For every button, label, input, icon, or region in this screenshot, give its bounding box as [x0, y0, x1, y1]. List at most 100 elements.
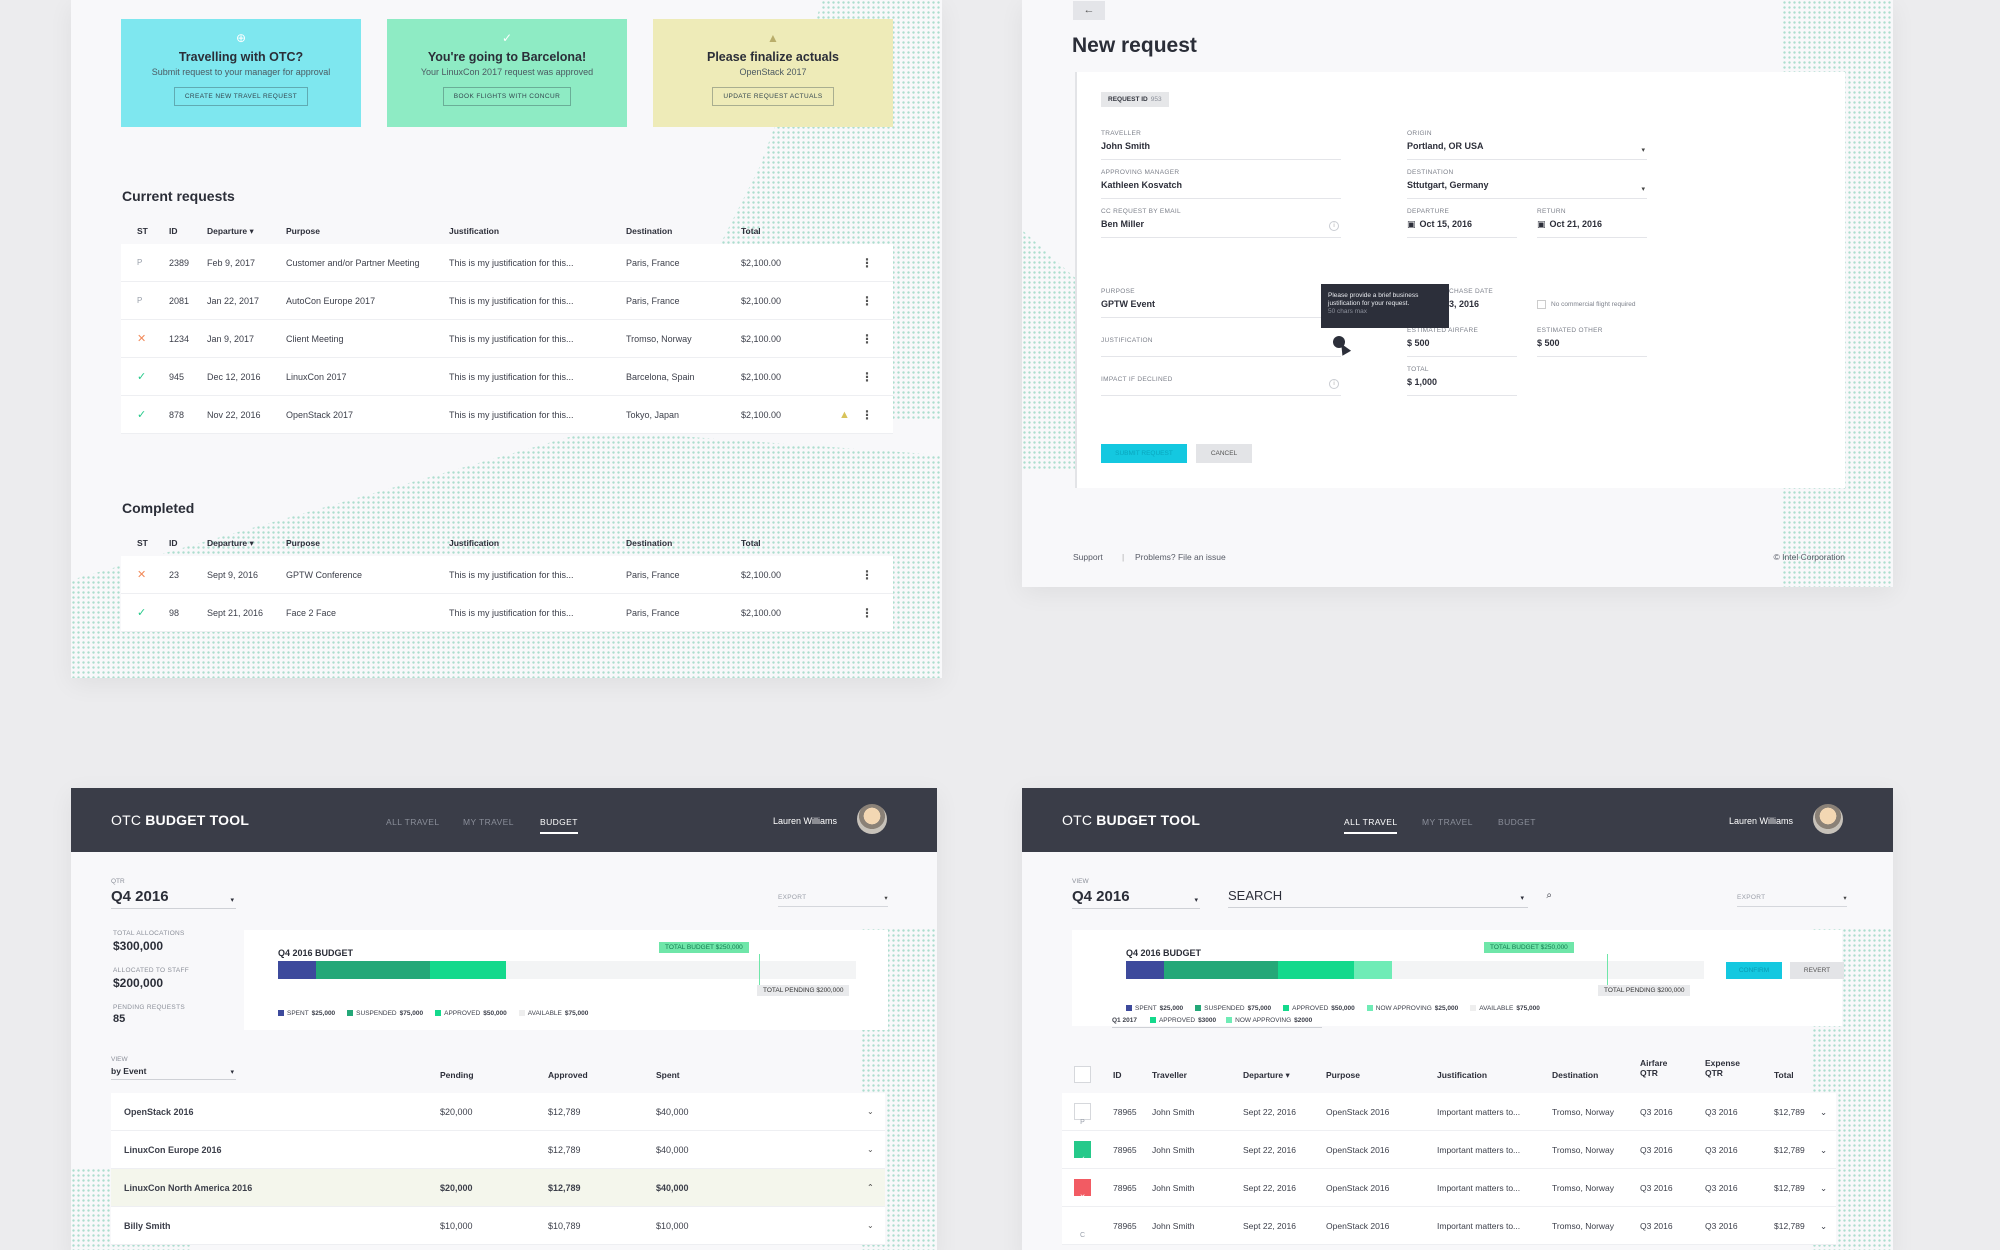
more-options-icon[interactable]: ⋮: [861, 606, 873, 620]
no-flight-checkbox[interactable]: No commercial flight required: [1537, 300, 1636, 309]
info-icon[interactable]: i: [1329, 221, 1339, 231]
column-destination[interactable]: Destination: [1552, 1070, 1599, 1080]
column-id[interactable]: ID: [169, 538, 178, 548]
column-airfare-qtr[interactable]: Airfare QTR: [1640, 1058, 1668, 1079]
column-total[interactable]: Total: [741, 538, 761, 548]
chevron-down-icon[interactable]: ⌄: [867, 1145, 874, 1154]
travel-row[interactable]: C 78965 John Smith Sept 22, 2016 OpenStack 2…: [1062, 1207, 1836, 1245]
table-row[interactable]: P 2389 Feb 9, 2017 Customer and/or Partner …: [121, 244, 893, 282]
nav-budget[interactable]: BUDGET: [540, 817, 578, 834]
chevron-up-icon[interactable]: ⌃: [867, 1183, 874, 1192]
chevron-down-icon[interactable]: ⌄: [1820, 1183, 1828, 1193]
export-select[interactable]: EXPORT ▾: [1737, 894, 1847, 907]
more-options-icon[interactable]: ⋮: [861, 568, 873, 582]
column-destination[interactable]: Destination: [626, 226, 673, 236]
status-checkbox[interactable]: ✓: [1074, 1141, 1091, 1163]
nav-budget[interactable]: BUDGET: [1498, 817, 1536, 827]
subtab-item[interactable]: NOW APPROVING $2000: [1226, 1017, 1312, 1024]
cc-email-field[interactable]: CC REQUEST BY EMAIL Ben Miller i: [1101, 208, 1341, 238]
chevron-down-icon[interactable]: ⌄: [867, 1221, 874, 1230]
user-name[interactable]: Lauren Williams: [772, 816, 837, 826]
more-options-icon[interactable]: ⋮: [861, 256, 873, 270]
view-select[interactable]: VIEW by Event ▾: [111, 1056, 236, 1080]
nav-my-travel[interactable]: MY TRAVEL: [463, 817, 514, 827]
table-row[interactable]: ✕ 1234 Jan 9, 2017 Client Meeting This is my…: [121, 320, 893, 358]
card-action-button[interactable]: BOOK FLIGHTS WITH CONCUR: [442, 87, 572, 106]
chevron-down-icon[interactable]: ⌄: [867, 1107, 874, 1116]
column-spent[interactable]: Spent: [656, 1070, 680, 1080]
status-checkbox[interactable]: P: [1074, 1103, 1091, 1126]
column-departure[interactable]: Departure ▾: [1243, 1070, 1290, 1080]
estimated-other-field[interactable]: ESTIMATED OTHER $ 500: [1537, 327, 1647, 357]
submit-request-button[interactable]: SUBMIT REQUEST: [1101, 444, 1187, 463]
search-input[interactable]: SEARCH ▾ ⌕: [1228, 888, 1552, 908]
column-purpose[interactable]: Purpose: [1326, 1070, 1361, 1080]
column-st[interactable]: ST: [137, 538, 148, 548]
more-options-icon[interactable]: ⋮: [861, 332, 873, 346]
avatar[interactable]: [857, 804, 887, 834]
subtab-item[interactable]: APPROVED $3000: [1149, 1017, 1216, 1024]
column-pending[interactable]: Pending: [440, 1070, 474, 1080]
select-all-checkbox[interactable]: [1074, 1066, 1091, 1083]
back-button[interactable]: ←: [1073, 1, 1105, 20]
nav-all-travel[interactable]: ALL TRAVEL: [1344, 817, 1398, 834]
column-id[interactable]: ID: [169, 226, 178, 236]
more-options-icon[interactable]: ⋮: [861, 370, 873, 384]
search-icon[interactable]: ⌕: [1546, 890, 1552, 901]
purpose-field[interactable]: PURPOSE GPTW Event: [1101, 288, 1341, 318]
chevron-down-icon[interactable]: ⌄: [1820, 1107, 1828, 1117]
column-purpose[interactable]: Purpose: [286, 538, 321, 548]
more-options-icon[interactable]: ⋮: [861, 294, 873, 308]
card-action-button[interactable]: UPDATE REQUEST ACTUALS: [712, 87, 834, 106]
revert-button[interactable]: REVERT: [1790, 962, 1844, 979]
column-justification[interactable]: Justification: [449, 538, 500, 548]
traveller-field[interactable]: TRAVELLER John Smith: [1101, 130, 1341, 160]
cancel-button[interactable]: CANCEL: [1196, 444, 1252, 463]
table-row[interactable]: ✓ 98 Sept 21, 2016 Face 2 Face This is my ju…: [121, 594, 893, 632]
return-date-field[interactable]: RETURN ▣ Oct 21, 2016: [1537, 208, 1647, 238]
nav-my-travel[interactable]: MY TRAVEL: [1422, 817, 1473, 827]
approving-manager-field[interactable]: APPROVING MANAGER Kathleen Kosvatch: [1101, 169, 1341, 199]
column-justification[interactable]: Justification: [1437, 1070, 1488, 1080]
status-checkbox[interactable]: ✕: [1074, 1179, 1091, 1201]
impact-field[interactable]: IMPACT IF DECLINED i: [1101, 366, 1341, 396]
chevron-down-icon[interactable]: ⌄: [1820, 1145, 1828, 1155]
column-destination[interactable]: Destination: [626, 538, 673, 548]
justification-field[interactable]: JUSTIFICATION: [1101, 327, 1341, 357]
column-total[interactable]: Total: [1774, 1070, 1794, 1080]
avatar[interactable]: [1813, 804, 1843, 834]
purchase-date-field[interactable]: CHASE DATE 3, 2016: [1407, 288, 1517, 318]
column-st[interactable]: ST: [137, 226, 148, 236]
view-select[interactable]: VIEW Q4 2016 ▾: [1072, 878, 1200, 909]
user-name[interactable]: Lauren Williams: [1728, 816, 1793, 826]
status-checkbox[interactable]: C: [1079, 1232, 1086, 1239]
file-issue-link[interactable]: Problems? File an issue: [1135, 552, 1226, 562]
chevron-down-icon[interactable]: ⌄: [1820, 1221, 1828, 1231]
travel-row[interactable]: ✓ 78965 John Smith Sept 22, 2016 OpenStack 2…: [1062, 1131, 1836, 1169]
info-icon[interactable]: i: [1329, 379, 1339, 389]
export-select[interactable]: EXPORT ▾: [778, 894, 888, 907]
column-expense-qtr[interactable]: Expense QTR: [1705, 1058, 1740, 1079]
info-icon[interactable]: [1333, 336, 1345, 348]
travel-row[interactable]: ✕ 78965 John Smith Sept 22, 2016 OpenStack 2…: [1062, 1169, 1836, 1207]
card-action-button[interactable]: CREATE NEW TRAVEL REQUEST: [173, 87, 309, 106]
event-row[interactable]: Billy Smith $10,000 $10,789 $10,000 ⌄: [111, 1207, 885, 1245]
column-traveller[interactable]: Traveller: [1152, 1070, 1187, 1080]
column-justification[interactable]: Justification: [449, 226, 500, 236]
table-row[interactable]: ✓ 945 Dec 12, 2016 LinuxCon 2017 This is my …: [121, 358, 893, 396]
column-total[interactable]: Total: [741, 226, 761, 236]
column-approved[interactable]: Approved: [548, 1070, 588, 1080]
table-row[interactable]: ✕ 23 Sept 9, 2016 GPTW Conference This is my…: [121, 556, 893, 594]
event-row[interactable]: LinuxCon North America 2016 $20,000 $12,78…: [111, 1169, 885, 1207]
event-row[interactable]: LinuxCon Europe 2016 $12,789 $40,000 ⌄: [111, 1131, 885, 1169]
departure-date-field[interactable]: DEPARTURE ▣ Oct 15, 2016: [1407, 208, 1517, 238]
estimated-airfare-field[interactable]: ESTIMATED AIRFARE $ 500: [1407, 327, 1517, 357]
qtr-select[interactable]: QTR Q4 2016 ▾: [111, 878, 236, 909]
column-departure[interactable]: Departure ▾: [207, 226, 254, 236]
travel-row[interactable]: P 78965 John Smith Sept 22, 2016 OpenStack 2…: [1062, 1093, 1836, 1131]
support-link[interactable]: Support: [1073, 552, 1103, 562]
table-row[interactable]: P 2081 Jan 22, 2017 AutoCon Europe 2017 This…: [121, 282, 893, 320]
column-departure[interactable]: Departure ▾: [207, 538, 254, 548]
event-row[interactable]: OpenStack 2016 $20,000 $12,789 $40,000 ⌄: [111, 1093, 885, 1131]
column-purpose[interactable]: Purpose: [286, 226, 321, 236]
